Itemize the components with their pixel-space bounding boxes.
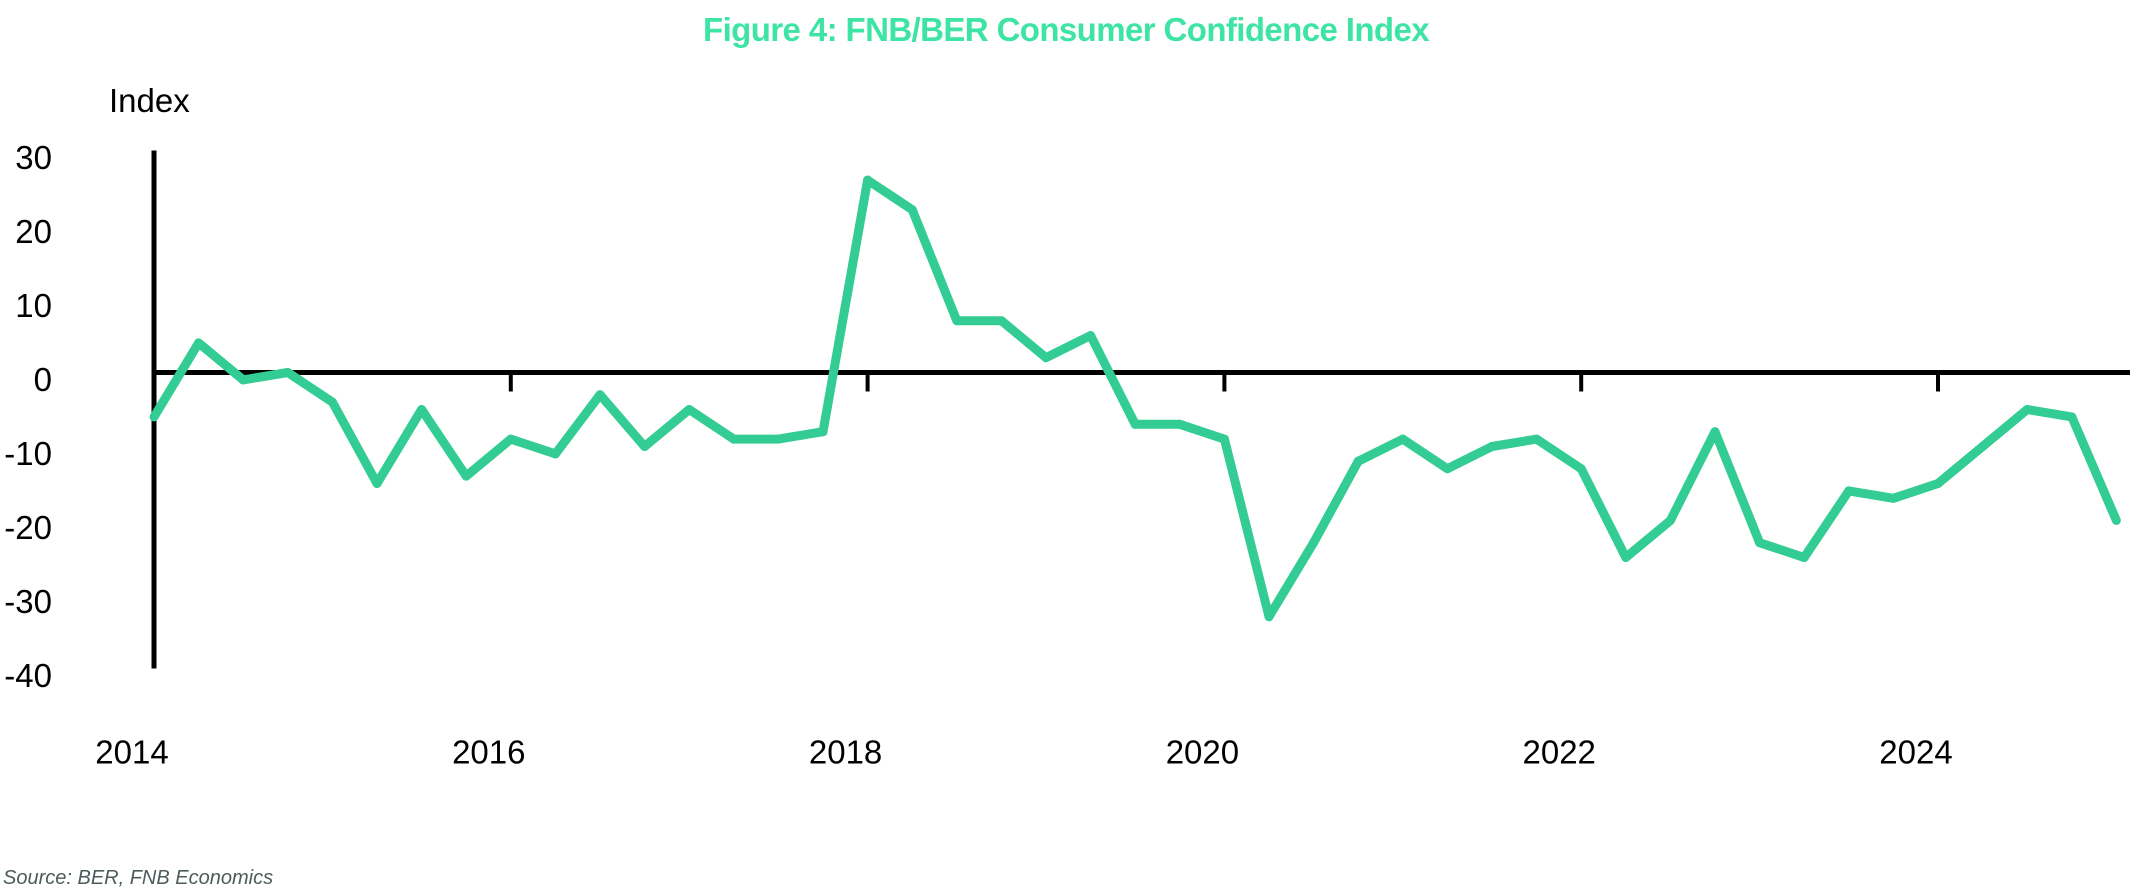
data-point-2016Q1 bbox=[506, 434, 516, 444]
x-tick-label: 2018 bbox=[809, 734, 882, 771]
y-tick-label: -30 bbox=[4, 583, 52, 620]
source-note: Source: BER, FNB Economics bbox=[3, 867, 273, 889]
data-point-2017Q2 bbox=[729, 434, 739, 444]
x-tick-label: 2020 bbox=[1166, 734, 1239, 771]
data-point-2014Q2 bbox=[194, 338, 204, 348]
data-point-2020Q1 bbox=[1219, 434, 1229, 444]
data-point-2014Q3 bbox=[238, 375, 248, 385]
data-point-2021Q3 bbox=[1487, 442, 1497, 451]
data-point-2023Q2 bbox=[1799, 553, 1809, 562]
data-point-2024Q4 bbox=[2067, 412, 2077, 422]
data-point-2020Q2 bbox=[1264, 612, 1274, 622]
data-point-2020Q3 bbox=[1309, 538, 1319, 548]
x-tick-label: 2024 bbox=[1879, 734, 1952, 771]
data-point-2016Q3 bbox=[595, 390, 605, 400]
data-point-2024Q2 bbox=[1978, 442, 1988, 451]
x-tick-label: 2016 bbox=[452, 734, 525, 771]
data-point-2022Q4 bbox=[1710, 427, 1720, 437]
data-point-2018Q3 bbox=[952, 316, 962, 326]
x-tick-labels: 2014 2016 2018 2020 2022 2024 bbox=[95, 734, 1952, 771]
data-point-2014Q1 bbox=[149, 412, 159, 422]
data-point-2020Q4 bbox=[1353, 456, 1363, 466]
data-point-2021Q4 bbox=[1532, 434, 1542, 444]
y-tick-label: 20 bbox=[15, 213, 52, 250]
data-point-2022Q3 bbox=[1665, 516, 1675, 525]
data-point-2018Q4 bbox=[996, 316, 1006, 326]
y-tick-label: -10 bbox=[4, 435, 52, 472]
data-point-2025Q1 bbox=[2111, 516, 2121, 525]
y-tick-label: 30 bbox=[15, 139, 52, 176]
data-point-2015Q3 bbox=[417, 405, 427, 414]
data-point-2024Q1 bbox=[1933, 479, 1943, 488]
data-point-2015Q4 bbox=[461, 471, 471, 481]
y-tick-label: 10 bbox=[15, 287, 52, 324]
data-point-2022Q2 bbox=[1621, 553, 1631, 562]
data-point-2022Q1 bbox=[1576, 464, 1586, 474]
data-point-2023Q4 bbox=[1888, 493, 1898, 503]
y-axis-label: Index bbox=[109, 82, 190, 119]
data-point-2015Q1 bbox=[327, 397, 337, 407]
y-tick-label: -20 bbox=[4, 509, 52, 546]
data-point-2015Q2 bbox=[372, 479, 382, 488]
data-point-2021Q1 bbox=[1398, 434, 1408, 444]
data-point-2017Q4 bbox=[818, 427, 828, 437]
data-point-2017Q3 bbox=[773, 434, 783, 444]
x-tick-label: 2022 bbox=[1522, 734, 1595, 771]
data-point-2018Q1 bbox=[863, 175, 873, 185]
x-tick-marks bbox=[508, 372, 1940, 392]
data-point-2019Q1 bbox=[1041, 353, 1051, 363]
data-point-2021Q2 bbox=[1442, 464, 1452, 474]
data-point-2023Q3 bbox=[1844, 486, 1854, 496]
y-tick-label: 0 bbox=[34, 361, 52, 398]
data-point-2024Q3 bbox=[2022, 405, 2032, 414]
chart-title: Figure 4: FNB/BER Consumer Confidence In… bbox=[703, 11, 1430, 48]
data-points bbox=[149, 175, 2121, 622]
y-tick-label: -40 bbox=[4, 657, 52, 694]
data-point-2016Q4 bbox=[640, 442, 650, 451]
x-tick-label: 2014 bbox=[95, 734, 168, 771]
data-point-2018Q2 bbox=[907, 205, 917, 215]
data-point-2023Q1 bbox=[1755, 538, 1765, 548]
y-tick-labels: 30 20 10 0 -10 -20 -30 -40 bbox=[4, 139, 52, 694]
data-point-2017Q1 bbox=[684, 405, 694, 414]
data-point-2019Q3 bbox=[1130, 419, 1140, 429]
data-point-2014Q4 bbox=[283, 368, 293, 377]
data-point-2019Q4 bbox=[1175, 419, 1185, 429]
data-point-2019Q2 bbox=[1086, 331, 1096, 340]
data-point-2016Q2 bbox=[550, 449, 560, 459]
series-line-consumer-confidence bbox=[150, 175, 2121, 622]
